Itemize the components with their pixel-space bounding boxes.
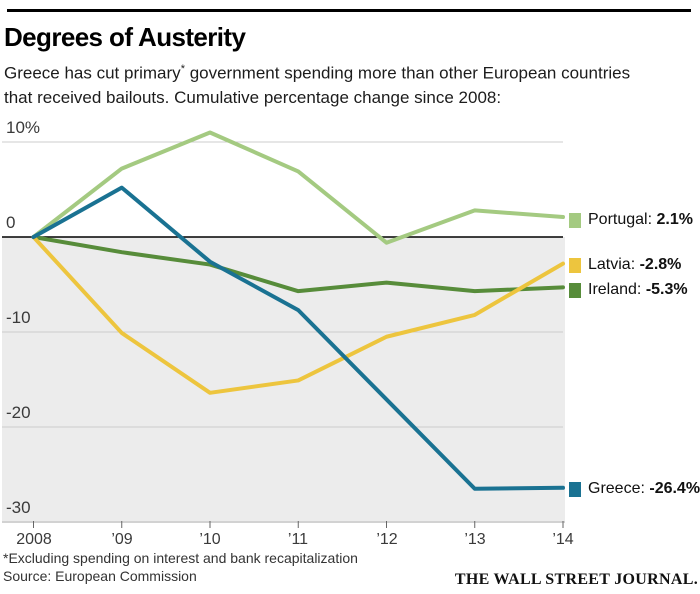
x-axis-label-14: ’14 <box>552 531 574 548</box>
top-rule <box>7 9 691 12</box>
legend-portugal-value: 2.1% <box>656 211 693 228</box>
footnote-asterisk-marker: * <box>180 63 185 75</box>
legend-latvia: Latvia: -2.8% <box>569 256 681 274</box>
page-title: Degrees of Austerity <box>4 22 246 52</box>
series-line-portugal <box>31 130 565 245</box>
legend-ireland: Ireland: -5.3% <box>569 281 688 299</box>
legend-portugal: Portugal: 2.1% <box>569 211 693 229</box>
y-axis-label-0: 0 <box>6 213 16 232</box>
chart-footnote: *Excluding spending on interest and bank… <box>3 550 358 566</box>
legend-greece-name: Greece: <box>588 480 650 497</box>
ireland-swatch-icon <box>569 282 581 298</box>
x-axis-label-09: ’09 <box>111 531 133 548</box>
below-zero-shading <box>2 237 565 521</box>
series-line-latvia <box>31 235 565 395</box>
x-axis-label-12: ’12 <box>376 531 398 548</box>
legend-latvia-name: Latvia: <box>588 256 640 273</box>
legend-ireland-value: -5.3% <box>645 281 688 298</box>
subtitle-text-1: Greece has cut primary <box>4 63 181 83</box>
y-axis-label-neg10: -10 <box>6 308 31 327</box>
portugal-swatch-icon <box>569 212 581 228</box>
legend-ireland-name: Ireland: <box>588 281 646 298</box>
legend-greece-value: -26.4% <box>649 480 700 497</box>
subtitle-text-2: government spending more than other Euro… <box>184 63 631 83</box>
series-line-greece <box>31 185 565 491</box>
legend-latvia-value: -2.8% <box>639 256 682 273</box>
series-line-ireland <box>31 235 565 294</box>
y-axis-label-neg20: -20 <box>6 403 31 422</box>
legend-portugal-name: Portugal: <box>588 211 657 228</box>
y-axis-label-neg30: -30 <box>6 498 31 517</box>
legend-greece: Greece: -26.4% <box>569 480 700 498</box>
x-axis-label-11: ’11 <box>287 531 309 548</box>
publisher-credit: THE WALL STREET JOURNAL. <box>454 571 698 588</box>
x-axis-label-2008: 2008 <box>16 531 52 548</box>
chart-source: Source: European Commission <box>3 568 197 584</box>
greece-swatch-icon <box>569 481 581 497</box>
latvia-swatch-icon <box>569 257 581 273</box>
x-axis-label-13: ’13 <box>464 531 486 548</box>
subtitle-text-3: that received bailouts. Cumulative perce… <box>4 87 502 107</box>
y-axis-label-10: 10% <box>6 118 41 137</box>
x-axis-label-10: ’10 <box>199 531 221 548</box>
chart-subtitle: Greece has cut primary* government spend… <box>4 57 630 110</box>
